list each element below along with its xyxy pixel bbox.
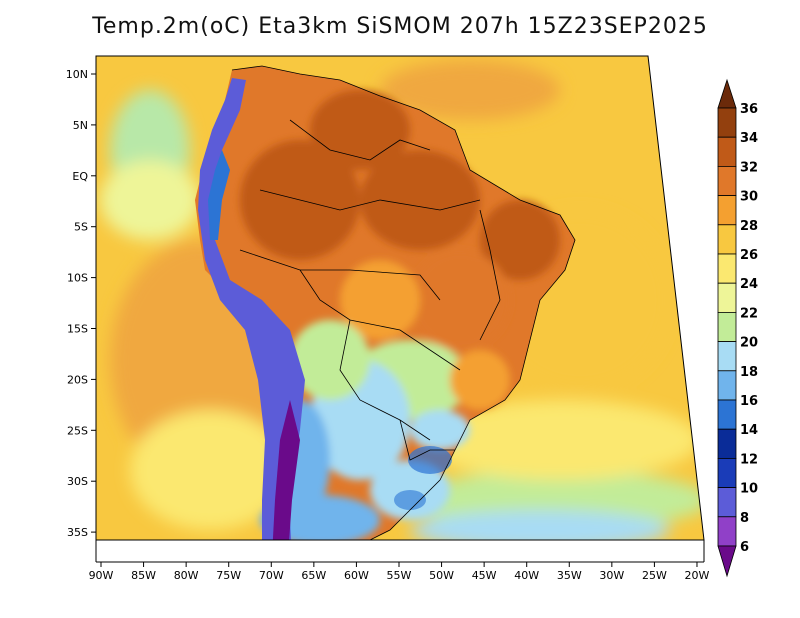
colorbar-label: 16	[740, 394, 758, 409]
colorbar-segment	[717, 165, 737, 196]
lon-label: 40W	[514, 569, 539, 582]
colorbar-segment	[717, 457, 737, 488]
latitude-axis: 10N 5N EQ 5S 10S 15S 20S 25S 30S 35S	[66, 68, 96, 539]
colorbar-label: 22	[740, 306, 758, 321]
colorbar-label: 34	[740, 131, 758, 146]
lon-label: 55W	[387, 569, 412, 582]
colorbar-label: 18	[740, 365, 758, 380]
longitude-axis: 90W 85W 80W 75W 70W 65W 60W 55W 50W 45W 40W 35W 30W 2…	[89, 562, 710, 582]
colorbar-top-arrow	[717, 78, 737, 109]
colorbar-segment	[717, 370, 737, 401]
colorbar-label: 10	[740, 482, 758, 497]
lat-label: 10S	[67, 272, 88, 285]
colorbar-label: 12	[740, 452, 758, 467]
lon-label: 20W	[685, 569, 710, 582]
lon-label: 90W	[89, 569, 114, 582]
andes-cold-band	[198, 78, 305, 540]
lat-label: EQ	[72, 170, 88, 183]
colorbar-segment	[717, 516, 737, 547]
colorbar-label: 8	[740, 511, 749, 526]
lon-label: 80W	[174, 569, 199, 582]
colorbar-segment	[717, 341, 737, 372]
colorbar: 36 34 32 30 28 26 24 22 20 18 16 14 12 10 8 6	[717, 78, 758, 578]
lat-label: 35S	[67, 526, 88, 539]
colorbar-label: 30	[740, 190, 758, 205]
lat-label: 25S	[67, 424, 88, 437]
colorbar-label: 24	[740, 277, 758, 292]
colorbar-segment	[717, 136, 737, 167]
colorbar-label: 28	[740, 219, 758, 234]
colorbar-segment	[717, 107, 737, 138]
lon-label: 50W	[429, 569, 454, 582]
colorbar-label: 6	[740, 540, 749, 555]
colorbar-segment	[717, 428, 737, 459]
lon-label: 65W	[301, 569, 326, 582]
lon-label: 70W	[259, 569, 284, 582]
lat-label: 5N	[73, 119, 88, 132]
colorbar-label: 20	[740, 336, 758, 351]
colorbar-segment	[717, 195, 737, 226]
lon-label: 75W	[216, 569, 241, 582]
country-borders	[231, 65, 576, 540]
lon-label: 30W	[599, 569, 624, 582]
lat-label: 15S	[67, 323, 88, 336]
lon-label: 85W	[131, 569, 156, 582]
lon-label: 25W	[642, 569, 667, 582]
lon-label: 35W	[557, 569, 582, 582]
colorbar-label: 14	[740, 423, 758, 438]
colorbar-segment	[717, 282, 737, 313]
colorbar-label: 36	[740, 102, 758, 117]
colorbar-segment	[717, 487, 737, 518]
lat-label: 10N	[66, 68, 88, 81]
lat-label: 30S	[67, 475, 88, 488]
colorbar-segment	[717, 224, 737, 255]
colorbar-label: 32	[740, 160, 758, 175]
lon-label: 45W	[472, 569, 497, 582]
colorbar-segment	[717, 399, 737, 430]
temperature-field	[96, 56, 704, 540]
colorbar-bottom-arrow	[717, 545, 737, 578]
map-title: Temp.2m(oC) Eta3km SiSMOM 207h 15Z23SEP2…	[92, 14, 708, 39]
lat-label: 5S	[74, 221, 88, 234]
colorbar-segment	[717, 311, 737, 342]
colorbar-label: 26	[740, 248, 758, 263]
colorbar-segment	[717, 253, 737, 284]
lon-label: 60W	[344, 569, 369, 582]
lat-label: 20S	[67, 373, 88, 386]
